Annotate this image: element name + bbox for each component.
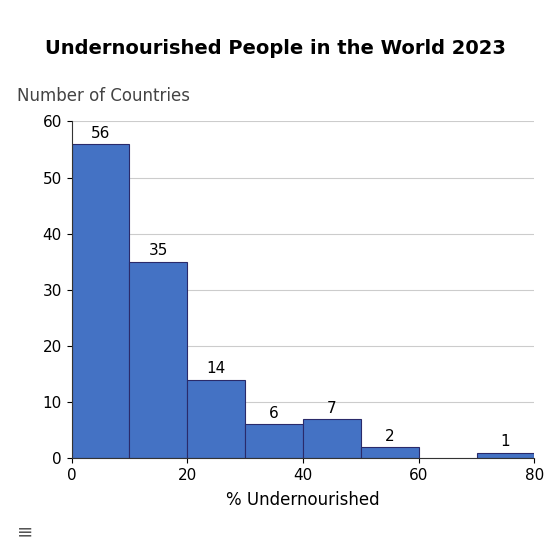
- Bar: [187, 380, 245, 458]
- Bar: [303, 419, 361, 458]
- Text: 56: 56: [91, 125, 110, 141]
- Text: ≡: ≡: [17, 522, 33, 541]
- Text: Number of Countries: Number of Countries: [17, 87, 190, 105]
- Bar: [72, 144, 129, 458]
- Bar: [129, 262, 187, 458]
- Text: 6: 6: [269, 406, 279, 421]
- Bar: [477, 453, 534, 458]
- Text: 35: 35: [149, 243, 168, 258]
- Bar: [361, 447, 419, 458]
- Text: 7: 7: [327, 401, 337, 416]
- Text: 2: 2: [385, 428, 395, 444]
- X-axis label: % Undernourished: % Undernourished: [226, 491, 380, 509]
- Text: 14: 14: [207, 361, 226, 376]
- Text: 1: 1: [501, 434, 510, 449]
- Bar: [245, 424, 303, 458]
- Text: Undernourished People in the World 2023: Undernourished People in the World 2023: [45, 39, 506, 57]
